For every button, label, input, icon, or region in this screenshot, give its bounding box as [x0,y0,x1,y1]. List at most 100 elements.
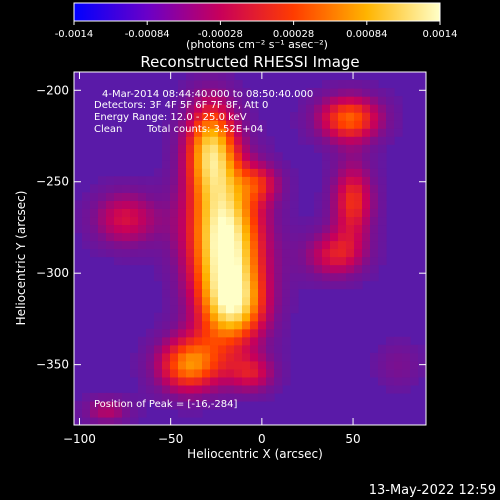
heatmap-cell [330,96,339,105]
heatmap-cell [202,168,211,177]
heatmap-cell [274,264,283,274]
heatmap-cell [162,280,171,290]
heatmap-cell [130,192,139,201]
heatmap-cell [346,216,355,226]
heatmap-cell [290,176,299,185]
heatmap-cell [202,328,211,338]
heatmap-cell [266,152,275,161]
heatmap-cell [98,184,107,193]
heatmap-cell [162,336,171,346]
heatmap-cell [282,208,291,218]
heatmap-cell [226,112,235,121]
heatmap-cell [90,232,99,242]
heatmap-cell [370,192,379,201]
heatmap-cell [386,368,395,378]
heatmap-cell [186,112,195,121]
heatmap-cell [362,272,371,282]
heatmap-cell [138,360,147,370]
heatmap-cell [226,240,235,250]
heatmap-cell [354,224,363,234]
heatmap-cell [218,104,227,113]
heatmap-cell [170,160,179,169]
heatmap-cell [330,256,339,266]
heatmap-cell [242,320,251,330]
heatmap-cell [90,216,99,226]
heatmap-cell [210,336,219,346]
heatmap-cell [346,112,355,121]
heatmap-cell [210,240,219,250]
heatmap-cell [298,264,307,274]
heatmap-cell [282,224,291,234]
heatmap-cell [202,160,211,169]
heatmap-cell [258,160,267,169]
heatmap-cell [394,128,403,137]
heatmap-cell [218,328,227,338]
heatmap-cell [138,216,147,226]
heatmap-cell [162,136,171,145]
heatmap-cell [114,400,123,410]
heatmap-cell [338,256,347,266]
heatmap-cell [226,224,235,234]
heatmap-cell [266,344,275,354]
heatmap-cell [346,160,355,169]
heatmap-cell [202,80,211,89]
heatmap-cell [186,352,195,362]
heatmap-cell [202,152,211,161]
heatmap-cell [250,312,259,322]
heatmap-cell [242,184,251,193]
heatmap-cell [314,200,323,209]
heatmap-cell [138,200,147,209]
heatmap-cell [162,160,171,169]
heatmap-cell [194,304,203,314]
heatmap-cell [346,176,355,185]
plot-frame [73,71,427,426]
heatmap-cell [210,208,219,218]
heatmap-cell [250,384,259,394]
heatmap-cell [202,120,211,129]
heatmap-cell [234,272,243,282]
heatmap-cell [266,320,275,330]
heatmap-cell [146,384,155,394]
heatmap-cell [402,384,411,394]
heatmap-cell [274,216,283,226]
heatmap-cell [378,344,387,354]
heatmap-cell [210,128,219,137]
heatmap-cell [306,96,315,105]
heatmap-cell [378,224,387,234]
heatmap-cell [250,344,259,354]
heatmap-cell [258,304,267,314]
heatmap-cell [314,144,323,153]
heatmap-cell [130,200,139,209]
heatmap-cell [274,248,283,258]
heatmap-cell [114,416,123,425]
heatmap-cell [226,336,235,346]
heatmap-cell [210,392,219,402]
heatmap-cell [362,80,371,89]
heatmap-cell [354,200,363,209]
heatmap-cell [138,392,147,402]
heatmap-cell [266,200,275,209]
heatmap-cell [146,336,155,346]
heatmap-cell [106,216,115,226]
heatmap-cell [202,104,211,113]
heatmap-cell [218,384,227,394]
heatmap-cell [370,168,379,177]
heatmap-cell [370,88,379,97]
heatmap-cell [322,232,331,242]
heatmap-cell [178,280,187,290]
heatmap-cell [90,200,99,209]
heatmap-cell [98,248,107,258]
heatmap-cell [162,248,171,258]
heatmap-cell [322,120,331,129]
heatmap-cell [90,248,99,258]
heatmap-cell [258,264,267,274]
heatmap-cell [186,176,195,185]
heatmap-cell [162,168,171,177]
heatmap-cell [178,104,187,113]
heatmap-cell [402,368,411,378]
heatmap-cell [146,184,155,193]
heatmap-cell [122,208,131,218]
heatmap-cell [178,112,187,121]
heatmap-cell [138,176,147,185]
